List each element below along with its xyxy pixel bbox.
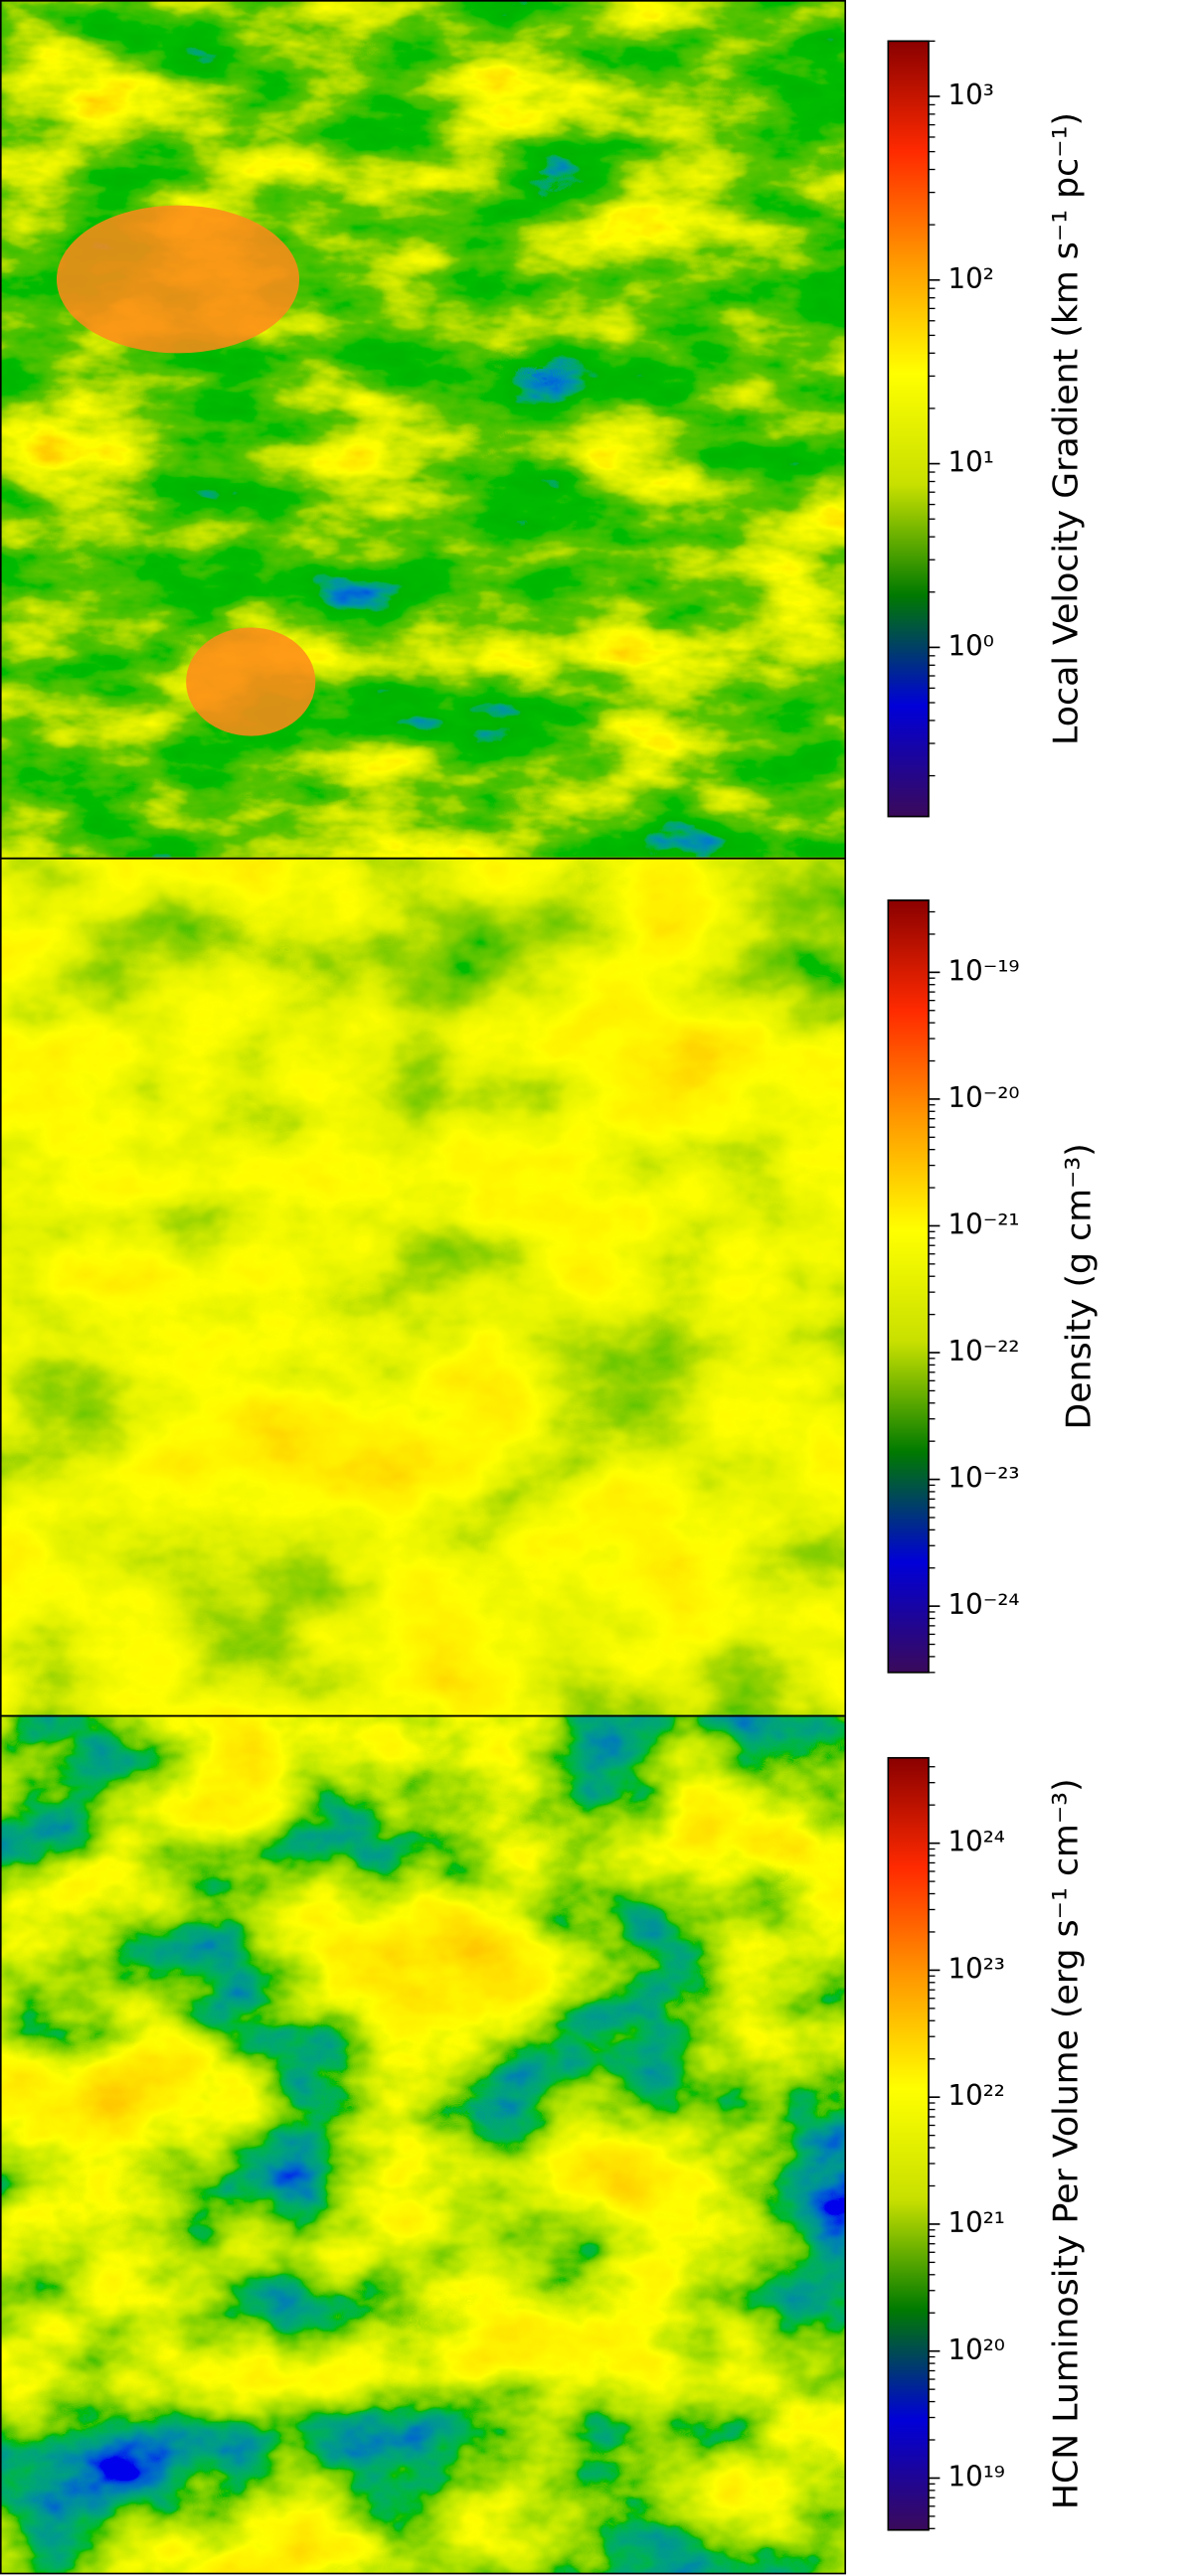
heatmap-image	[0, 0, 845, 858]
colorbar-label: Local Velocity Gradient (km s⁻¹ pc⁻¹)	[1047, 112, 1087, 745]
tick-label: 10²⁰	[948, 2334, 1005, 2366]
tick-label: 10²	[948, 262, 994, 295]
hot-region	[186, 627, 316, 736]
tick-label: 10²³	[948, 1952, 1005, 1985]
tick-label: 10³	[948, 79, 994, 111]
hot-region	[56, 205, 300, 354]
heatmap-image	[0, 1714, 845, 2573]
colorbar-label: Density (g cm⁻³)	[1060, 1143, 1100, 1429]
tick-label: 10⁻²⁴	[948, 1588, 1020, 1621]
colorbar	[887, 40, 930, 818]
tick-label: 10⁰	[948, 629, 994, 662]
panel-frame	[0, 1714, 847, 2575]
colorbar-label: HCN Luminosity Per Volume (erg s⁻¹ cm⁻³)	[1047, 1778, 1087, 2509]
colorbar	[887, 899, 930, 1674]
tick-label: 10²²	[948, 2079, 1005, 2112]
tick-label: 10⁻²³	[948, 1461, 1020, 1494]
tick-label: 10⁻²¹	[948, 1208, 1020, 1240]
tick-label: 10²⁴	[948, 1826, 1005, 1858]
tick-label: 10¹	[948, 445, 994, 478]
tick-label: 10⁻²²	[948, 1335, 1020, 1368]
tick-label: 10²¹	[948, 2206, 1005, 2239]
heatmap-image	[0, 857, 845, 1715]
tick-label: 10¹⁹	[948, 2460, 1005, 2493]
tick-label: 10⁻¹⁹	[948, 954, 1020, 987]
tick-label: 10⁻²⁰	[948, 1081, 1020, 1114]
colorbar	[887, 1756, 930, 2531]
